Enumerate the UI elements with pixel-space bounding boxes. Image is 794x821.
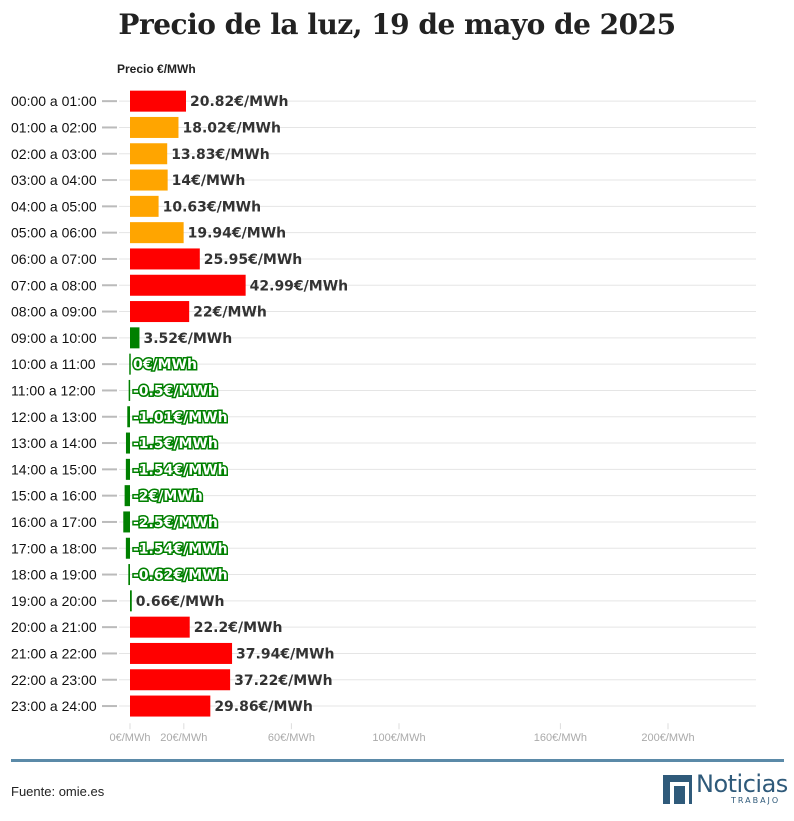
price-bar <box>128 564 130 586</box>
data-label: 22.2€/MWh <box>194 620 283 636</box>
data-label: 19.94€/MWh <box>188 226 286 242</box>
category-label: 22:00 a 23:00 <box>11 672 97 688</box>
category-label: 18:00 a 19:00 <box>11 567 97 583</box>
logo-wordmark: Noticias <box>696 770 788 798</box>
data-label: -2.5€/MWh <box>133 515 218 531</box>
category-label: 20:00 a 21:00 <box>11 619 97 635</box>
tick-label: 20€/MWh <box>160 732 207 744</box>
data-label: -1.01€/MWh <box>133 410 228 426</box>
data-label: 37.22€/MWh <box>234 673 332 689</box>
price-bar <box>130 301 190 323</box>
price-bar <box>130 248 200 270</box>
data-label: 13.83€/MWh <box>171 147 269 163</box>
category-label: 11:00 a 12:00 <box>11 382 96 398</box>
price-bar <box>130 327 140 349</box>
bar-chart: Precio €/MWh 00:00 a 01:00 20.82€/MWh 01:0… <box>11 62 756 744</box>
category-label: 00:00 a 01:00 <box>11 93 97 109</box>
category-label: 01:00 a 02:00 <box>11 119 97 135</box>
price-bar <box>130 590 132 612</box>
tick-label: 100€/MWh <box>372 732 425 744</box>
data-label: 18.02€/MWh <box>182 120 280 136</box>
category-label: 16:00 a 17:00 <box>11 514 97 530</box>
price-bar <box>123 511 130 533</box>
price-bar <box>129 353 131 375</box>
category-label: 23:00 a 24:00 <box>11 698 97 714</box>
category-label: 14:00 a 15:00 <box>11 461 97 477</box>
tick-label: 200€/MWh <box>641 732 694 744</box>
category-label: 09:00 a 10:00 <box>11 330 97 346</box>
data-label: 20.82€/MWh <box>190 94 288 110</box>
logo-subtitle: TRABAJO <box>731 796 781 805</box>
source-note: Fuente: omie.es <box>11 784 105 799</box>
price-bar <box>127 406 130 428</box>
price-bar <box>130 90 187 112</box>
data-label: 42.99€/MWh <box>250 278 348 294</box>
data-label: 14€/MWh <box>172 173 246 189</box>
price-bar <box>130 695 211 717</box>
price-bar <box>130 669 231 691</box>
noticias-trabajo-logo: Noticias TRABAJO <box>663 770 788 808</box>
category-label: 15:00 a 16:00 <box>11 488 97 504</box>
bars-layer: 00:00 a 01:00 20.82€/MWh 01:00 a 02:00 18.0… <box>11 90 348 717</box>
value-axis-label: Precio €/MWh <box>117 62 196 76</box>
data-label: -1.54€/MWh <box>133 462 228 478</box>
category-label: 21:00 a 22:00 <box>11 645 97 661</box>
data-label: 25.95€/MWh <box>204 252 302 268</box>
data-label: 0€/MWh <box>133 357 197 373</box>
category-label: 17:00 a 18:00 <box>11 540 97 556</box>
noticias-trabajo-logo-icon <box>663 775 692 808</box>
data-label: 10.63€/MWh <box>163 199 261 215</box>
category-label: 04:00 a 05:00 <box>11 198 97 214</box>
data-label: 3.52€/MWh <box>143 331 232 347</box>
tick-label: 160€/MWh <box>534 732 587 744</box>
data-label: -0.62€/MWh <box>133 568 228 584</box>
category-label: 02:00 a 03:00 <box>11 146 97 162</box>
tick-label: 0€/MWh <box>110 732 151 744</box>
category-label: 08:00 a 09:00 <box>11 304 97 320</box>
category-label: 05:00 a 06:00 <box>11 225 97 241</box>
data-label: -2€/MWh <box>133 489 203 505</box>
ticks-layer: 0€/MWh 20€/MWh 60€/MWh 100€/MWh 160€/MWh 200€… <box>110 723 695 744</box>
footer-divider <box>11 759 784 762</box>
price-bar <box>130 195 159 217</box>
price-bar <box>130 143 168 165</box>
data-label: 37.94€/MWh <box>236 646 334 662</box>
data-label: -1.54€/MWh <box>133 541 228 557</box>
category-label: 19:00 a 20:00 <box>11 593 97 609</box>
category-label: 06:00 a 07:00 <box>11 251 97 267</box>
data-label: 0.66€/MWh <box>136 594 225 610</box>
price-bar <box>130 274 246 296</box>
data-label: -1.5€/MWh <box>133 436 218 452</box>
price-bar <box>125 458 130 480</box>
category-label: 07:00 a 08:00 <box>11 277 97 293</box>
price-bar <box>124 485 130 507</box>
category-label: 10:00 a 11:00 <box>11 356 96 372</box>
data-label: -0.5€/MWh <box>133 383 218 399</box>
price-bar <box>128 379 131 401</box>
data-label: 22€/MWh <box>193 305 267 321</box>
price-bar <box>130 116 179 138</box>
chart-title: Precio de la luz, 19 de mayo de 2025 <box>118 8 676 41</box>
price-bar <box>125 432 130 454</box>
price-bar <box>130 642 233 664</box>
price-bar <box>130 222 184 244</box>
data-label: 29.86€/MWh <box>214 699 312 715</box>
price-bar <box>130 169 168 191</box>
category-label: 12:00 a 13:00 <box>11 409 97 425</box>
category-label: 03:00 a 04:00 <box>11 172 97 188</box>
price-bar <box>125 537 130 559</box>
price-bar <box>130 616 190 638</box>
category-label: 13:00 a 14:00 <box>11 435 97 451</box>
tick-label: 60€/MWh <box>268 732 315 744</box>
grid-layer <box>102 100 756 708</box>
